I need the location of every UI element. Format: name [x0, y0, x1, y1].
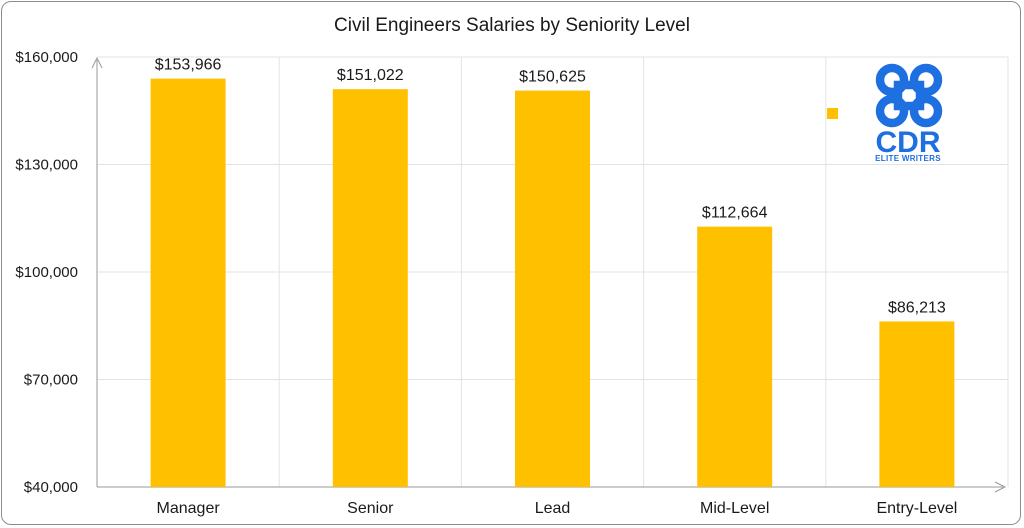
x-axis-arrow [994, 481, 1007, 493]
legend-marker [827, 108, 838, 119]
chart-title: Civil Engineers Salaries by Seniority Le… [334, 15, 690, 36]
bar-senior [332, 89, 408, 487]
x-tick-label: Senior [347, 500, 394, 517]
command-key-icon [875, 63, 943, 128]
y-tick-labels: $40,000 $70,000 $100,000 $130,000 $160,000 [15, 49, 78, 496]
x-tick-label: Manager [157, 500, 221, 517]
x-tick-labels: Manager Senior Lead Mid-Level Entry-Level [157, 500, 958, 517]
data-label: $86,213 [888, 299, 946, 316]
y-tick-label: $40,000 [24, 479, 78, 496]
y-tick-label: $70,000 [24, 372, 78, 389]
x-tick-label: Entry-Level [876, 500, 957, 517]
y-axis-arrow [91, 56, 103, 69]
x-tick-label: Mid-Level [700, 500, 769, 517]
bar-entry-level [879, 321, 955, 487]
data-label: $150,625 [519, 69, 586, 86]
logo-wordmark: CDR [876, 126, 941, 159]
data-label: $112,664 [702, 205, 768, 222]
bar-lead [515, 90, 590, 487]
data-label: $153,966 [155, 57, 222, 74]
x-tick-label: Lead [535, 500, 571, 517]
y-tick-label: $100,000 [15, 264, 78, 281]
bar-manager [150, 78, 226, 488]
bar-mid-level [697, 226, 773, 487]
data-label: $151,022 [337, 67, 404, 84]
y-tick-label: $130,000 [15, 157, 78, 174]
gridlines [97, 56, 1009, 487]
bars [150, 78, 955, 488]
data-labels: $153,966 $151,022 $150,625 $112,664 $86,213 [155, 57, 946, 317]
cdr-logo: CDR ELITE WRITERS [875, 63, 943, 163]
y-tick-label: $160,000 [15, 49, 78, 66]
logo-subtext: ELITE WRITERS [875, 154, 941, 163]
